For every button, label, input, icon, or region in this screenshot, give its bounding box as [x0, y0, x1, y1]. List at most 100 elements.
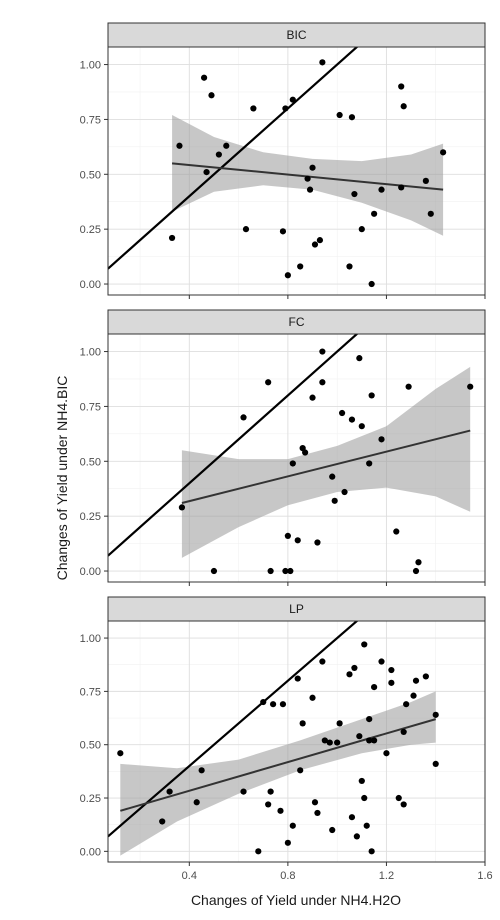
- data-point: [440, 149, 447, 156]
- data-point: [277, 807, 284, 814]
- data-point: [314, 809, 321, 817]
- data-point: [297, 263, 304, 270]
- data-point: [223, 142, 230, 149]
- y-tick-label: 1.00: [80, 60, 101, 72]
- panels-layer: BIC 0.00 0.25 0.50 0.75 1.00 FC 0.00 0.25 0.50 0.7…: [80, 22, 493, 882]
- data-point: [198, 767, 205, 774]
- data-point: [287, 567, 294, 575]
- data-point: [269, 701, 277, 708]
- data-point: [284, 272, 291, 279]
- data-point: [289, 460, 296, 467]
- data-point: [393, 528, 400, 535]
- data-point: [361, 794, 368, 802]
- data-point: [314, 539, 321, 546]
- data-point: [168, 234, 176, 242]
- data-point: [309, 164, 316, 171]
- panel-bic-plot-content: [108, 47, 485, 295]
- data-point: [427, 210, 434, 217]
- panel-fc-confidence-band: [181, 366, 471, 558]
- data-point: [215, 151, 222, 158]
- data-point: [311, 241, 319, 248]
- data-point: [388, 666, 395, 674]
- x-tick-label: 0.8: [280, 870, 295, 882]
- data-point: [398, 83, 405, 90]
- data-point: [242, 226, 250, 233]
- data-point: [358, 777, 365, 785]
- data-point: [363, 822, 370, 829]
- data-point: [265, 801, 272, 808]
- data-point: [412, 677, 420, 684]
- data-point: [395, 794, 402, 802]
- data-point: [366, 460, 373, 467]
- panel-lp-confidence-band: [120, 691, 436, 856]
- data-point: [356, 733, 363, 740]
- data-point: [159, 818, 166, 825]
- data-point: [378, 436, 385, 443]
- y-tick-label: 1.00: [80, 347, 101, 359]
- data-point: [415, 559, 422, 566]
- panel-lp-reference-line: [108, 621, 359, 838]
- data-point: [400, 728, 407, 736]
- panel-fc: FC 0.00 0.25 0.50 0.75 1.00: [80, 309, 486, 586]
- data-point: [319, 658, 326, 665]
- data-point: [405, 383, 412, 390]
- data-point: [203, 168, 210, 176]
- data-point: [356, 355, 363, 362]
- data-point: [176, 142, 183, 149]
- x-tick-label: 1.6: [477, 870, 492, 882]
- data-point: [326, 739, 333, 746]
- data-point: [319, 348, 326, 355]
- data-point: [336, 111, 343, 119]
- data-point: [284, 532, 291, 540]
- data-point: [348, 814, 356, 821]
- data-point: [297, 767, 304, 774]
- data-point: [351, 190, 358, 198]
- data-point: [368, 848, 375, 855]
- y-tick-label: 0.00: [80, 846, 101, 858]
- data-point: [321, 737, 328, 744]
- data-point: [338, 409, 346, 417]
- y-tick-label: 0.50: [80, 169, 101, 181]
- data-point: [432, 760, 439, 767]
- panel-bic-reference-line: [108, 47, 359, 270]
- data-point: [240, 414, 247, 421]
- data-point: [341, 488, 348, 496]
- panel-bic-confidence-band: [172, 115, 444, 236]
- panel-fc-plot-content: [108, 334, 485, 582]
- data-point: [398, 184, 405, 191]
- data-point: [351, 664, 358, 672]
- panel-fc-strip: [107, 309, 486, 335]
- data-point: [368, 392, 375, 399]
- y-tick-label: 0.25: [80, 224, 101, 236]
- x-axis-title: Changes of Yield under NH4.H2O: [191, 892, 401, 908]
- data-point: [412, 567, 420, 575]
- y-tick-label: 0.75: [80, 686, 101, 698]
- data-point: [166, 788, 173, 795]
- data-point: [302, 449, 309, 456]
- data-point: [422, 673, 429, 680]
- y-axis-title: Changes of Yield under NH4.BIC: [54, 376, 70, 581]
- data-point: [361, 641, 368, 648]
- panel-bic: BIC 0.00 0.25 0.50 0.75 1.00: [80, 22, 486, 299]
- data-point: [299, 720, 306, 727]
- data-point: [304, 175, 311, 182]
- y-tick-label: 0.00: [80, 566, 101, 578]
- data-point: [383, 750, 390, 757]
- data-point: [353, 833, 360, 840]
- data-point: [329, 473, 336, 480]
- y-tick-label: 0.25: [80, 511, 101, 523]
- panel-fc-reference-line: [108, 334, 359, 557]
- data-point: [265, 379, 272, 386]
- data-point: [282, 105, 289, 112]
- data-point: [282, 567, 289, 575]
- panel-lp-border: [107, 620, 486, 863]
- data-point: [319, 59, 326, 66]
- data-point: [388, 679, 395, 686]
- data-point: [309, 394, 316, 401]
- data-point: [117, 750, 124, 757]
- x-tick-label: 0.4: [182, 870, 197, 882]
- y-tick-label: 0.50: [80, 740, 101, 752]
- y-tick-label: 0.50: [80, 456, 101, 468]
- panel-bic-strip: [107, 22, 486, 48]
